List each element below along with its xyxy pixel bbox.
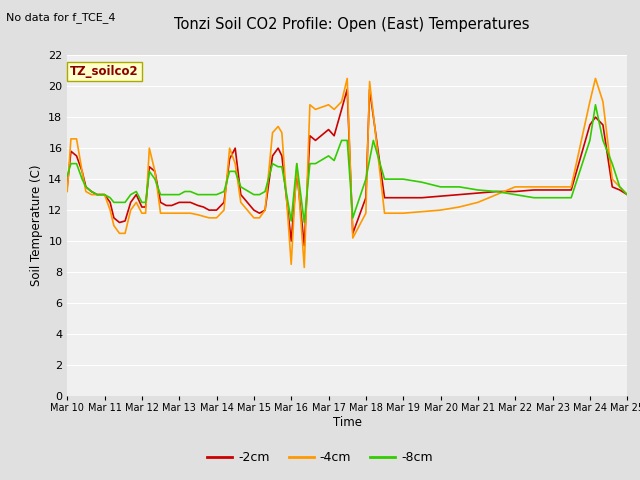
Text: TZ_soilco2: TZ_soilco2 bbox=[70, 65, 139, 78]
Legend: -2cm, -4cm, -8cm: -2cm, -4cm, -8cm bbox=[202, 446, 438, 469]
Text: Tonzi Soil CO2 Profile: Open (East) Temperatures: Tonzi Soil CO2 Profile: Open (East) Temp… bbox=[174, 17, 530, 32]
Y-axis label: Soil Temperature (C): Soil Temperature (C) bbox=[29, 165, 42, 287]
Text: No data for f_TCE_4: No data for f_TCE_4 bbox=[6, 12, 116, 23]
X-axis label: Time: Time bbox=[333, 416, 362, 429]
